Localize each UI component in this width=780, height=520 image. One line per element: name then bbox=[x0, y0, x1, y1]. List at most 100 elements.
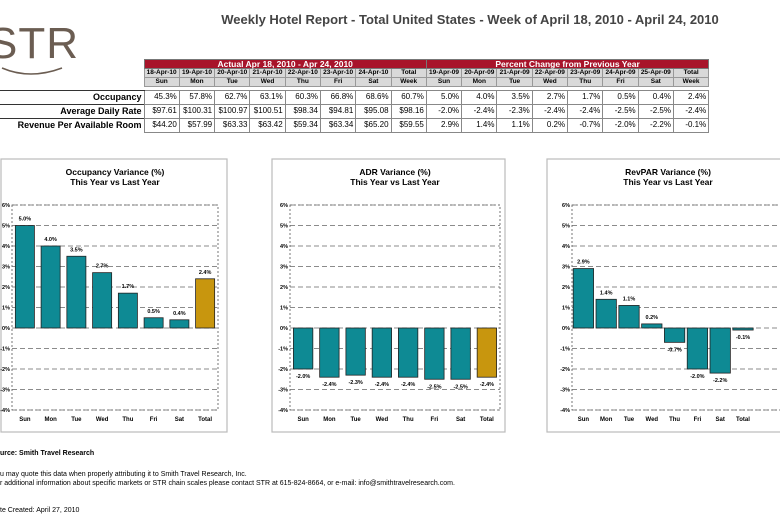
y-tick-label: 0% bbox=[562, 326, 570, 332]
y-tick-label: 4% bbox=[280, 244, 288, 250]
chart-subtitle: This Year vs Last Year bbox=[350, 177, 440, 187]
source-note: urce: Smith Travel Research bbox=[0, 450, 95, 457]
y-tick-label: -1% bbox=[560, 347, 570, 353]
bar-mon bbox=[595, 298, 617, 329]
y-tick-label: 0% bbox=[280, 326, 288, 332]
y-tick-label: 2% bbox=[562, 285, 570, 291]
x-tick-label: Total bbox=[198, 417, 212, 423]
y-tick-label: -4% bbox=[278, 408, 288, 414]
y-tick-label: 6% bbox=[2, 203, 10, 209]
table-row: Average Daily Rate $97.61 $100.31 $100.97 $1… bbox=[0, 103, 710, 119]
y-tick-label: -2% bbox=[560, 367, 570, 373]
x-tick-label: Sat bbox=[175, 417, 184, 423]
x-tick-label: Sun bbox=[297, 417, 309, 423]
x-tick-label: Mon bbox=[44, 417, 57, 423]
bar-thu bbox=[398, 327, 419, 378]
x-tick-label: Thu bbox=[403, 417, 414, 423]
chart-panel bbox=[0, 158, 228, 433]
y-tick-label: -2% bbox=[278, 367, 288, 373]
y-tick-label: 4% bbox=[2, 244, 10, 250]
data-label: 5.0% bbox=[19, 217, 32, 223]
x-tick-label: Sat bbox=[716, 417, 725, 423]
x-tick-label: Tue bbox=[624, 417, 635, 423]
bar-fri bbox=[686, 327, 708, 370]
data-label: -2.4% bbox=[322, 382, 336, 388]
contact-note: r additional information about specific … bbox=[0, 480, 455, 487]
bar-sun bbox=[293, 327, 314, 370]
x-tick-label: Fri bbox=[150, 417, 158, 423]
data-label: -0.7% bbox=[667, 347, 681, 353]
y-tick-label: 1% bbox=[2, 306, 10, 312]
y-tick-label: -4% bbox=[560, 408, 570, 414]
data-label: -2.0% bbox=[690, 374, 704, 380]
y-tick-label: -1% bbox=[0, 347, 10, 353]
report-title: Weekly Hotel Report - Total United State… bbox=[221, 12, 719, 27]
bar-total bbox=[195, 278, 216, 329]
table-row: Occupancy 45.3% 57.8% 62.7% 63.1% 60.3% 66.8% 6… bbox=[0, 89, 710, 105]
chart-subtitle: This Year vs Last Year bbox=[70, 177, 160, 187]
data-label: -2.0% bbox=[296, 374, 310, 380]
y-tick-label: 1% bbox=[280, 306, 288, 312]
data-label: -2.4% bbox=[401, 382, 415, 388]
data-label: -2.5% bbox=[427, 384, 441, 390]
actual-cell: $65.20 bbox=[355, 117, 392, 133]
bar-wed bbox=[641, 323, 663, 329]
bar-sat bbox=[169, 319, 190, 329]
data-label: -2.4% bbox=[375, 382, 389, 388]
data-label: 3.5% bbox=[70, 247, 83, 253]
logo-swoosh-icon bbox=[1, 67, 63, 75]
x-tick-label: Sun bbox=[578, 417, 590, 423]
x-tick-label: Wed bbox=[96, 417, 109, 423]
data-label: 0.4% bbox=[173, 311, 186, 317]
bar-tue bbox=[345, 327, 366, 376]
row-label: Revenue Per Available Room bbox=[0, 117, 144, 132]
data-label: 2.4% bbox=[199, 270, 212, 276]
x-tick-label: Total bbox=[736, 417, 750, 423]
str-logo: STR bbox=[0, 19, 79, 68]
y-tick-label: -3% bbox=[560, 388, 570, 394]
bar-sat bbox=[450, 327, 471, 380]
data-label: -2.5% bbox=[453, 384, 467, 390]
plot-area bbox=[11, 204, 219, 411]
y-tick-label: -2% bbox=[0, 367, 10, 373]
y-tick-label: 5% bbox=[562, 224, 570, 230]
bar-sun bbox=[14, 225, 35, 329]
y-tick-label: -1% bbox=[278, 347, 288, 353]
y-tick-label: 5% bbox=[2, 224, 10, 230]
bar-mon bbox=[319, 327, 340, 378]
data-label: -0.1% bbox=[736, 335, 750, 341]
bar-sat bbox=[709, 327, 731, 374]
chart-title: RevPAR Variance (%) bbox=[625, 167, 711, 177]
bar-thu bbox=[664, 327, 686, 343]
y-tick-label: -3% bbox=[0, 388, 10, 394]
bar-fri bbox=[143, 317, 164, 329]
y-tick-label: 2% bbox=[2, 285, 10, 291]
x-tick-label: Tue bbox=[351, 417, 362, 423]
bar-sun bbox=[572, 268, 594, 329]
data-label: -2.2% bbox=[713, 378, 727, 384]
data-label: 1.1% bbox=[623, 296, 636, 302]
y-tick-label: 4% bbox=[562, 244, 570, 250]
data-label: 1.7% bbox=[122, 284, 135, 290]
date-created: te Created: April 27, 2010 bbox=[0, 507, 80, 514]
x-tick-label: Wed bbox=[376, 417, 389, 423]
chart-subtitle: This Year vs Last Year bbox=[623, 177, 713, 187]
pct-change-cell: -2.0% bbox=[602, 117, 639, 133]
y-tick-label: 0% bbox=[2, 326, 10, 332]
x-tick-label: Thu bbox=[669, 417, 680, 423]
y-tick-label: 6% bbox=[280, 203, 288, 209]
report-table: Actual Apr 18, 2010 - Apr 24, 2010 Percen… bbox=[0, 59, 710, 133]
x-tick-label: Fri bbox=[431, 417, 439, 423]
y-tick-label: -4% bbox=[0, 408, 10, 414]
actual-cell: $59.34 bbox=[284, 117, 321, 133]
x-tick-label: Total bbox=[480, 417, 494, 423]
bar-fri bbox=[424, 327, 445, 380]
data-label: 1.4% bbox=[600, 290, 613, 296]
quote-note: u may quote this data when properly attr… bbox=[0, 471, 247, 478]
column-header: Week bbox=[672, 77, 710, 87]
y-tick-label: -3% bbox=[278, 388, 288, 394]
bar-wed bbox=[371, 327, 392, 378]
data-label: 4.0% bbox=[44, 237, 57, 243]
bar-mon bbox=[40, 245, 61, 329]
data-label: 2.7% bbox=[96, 264, 109, 270]
